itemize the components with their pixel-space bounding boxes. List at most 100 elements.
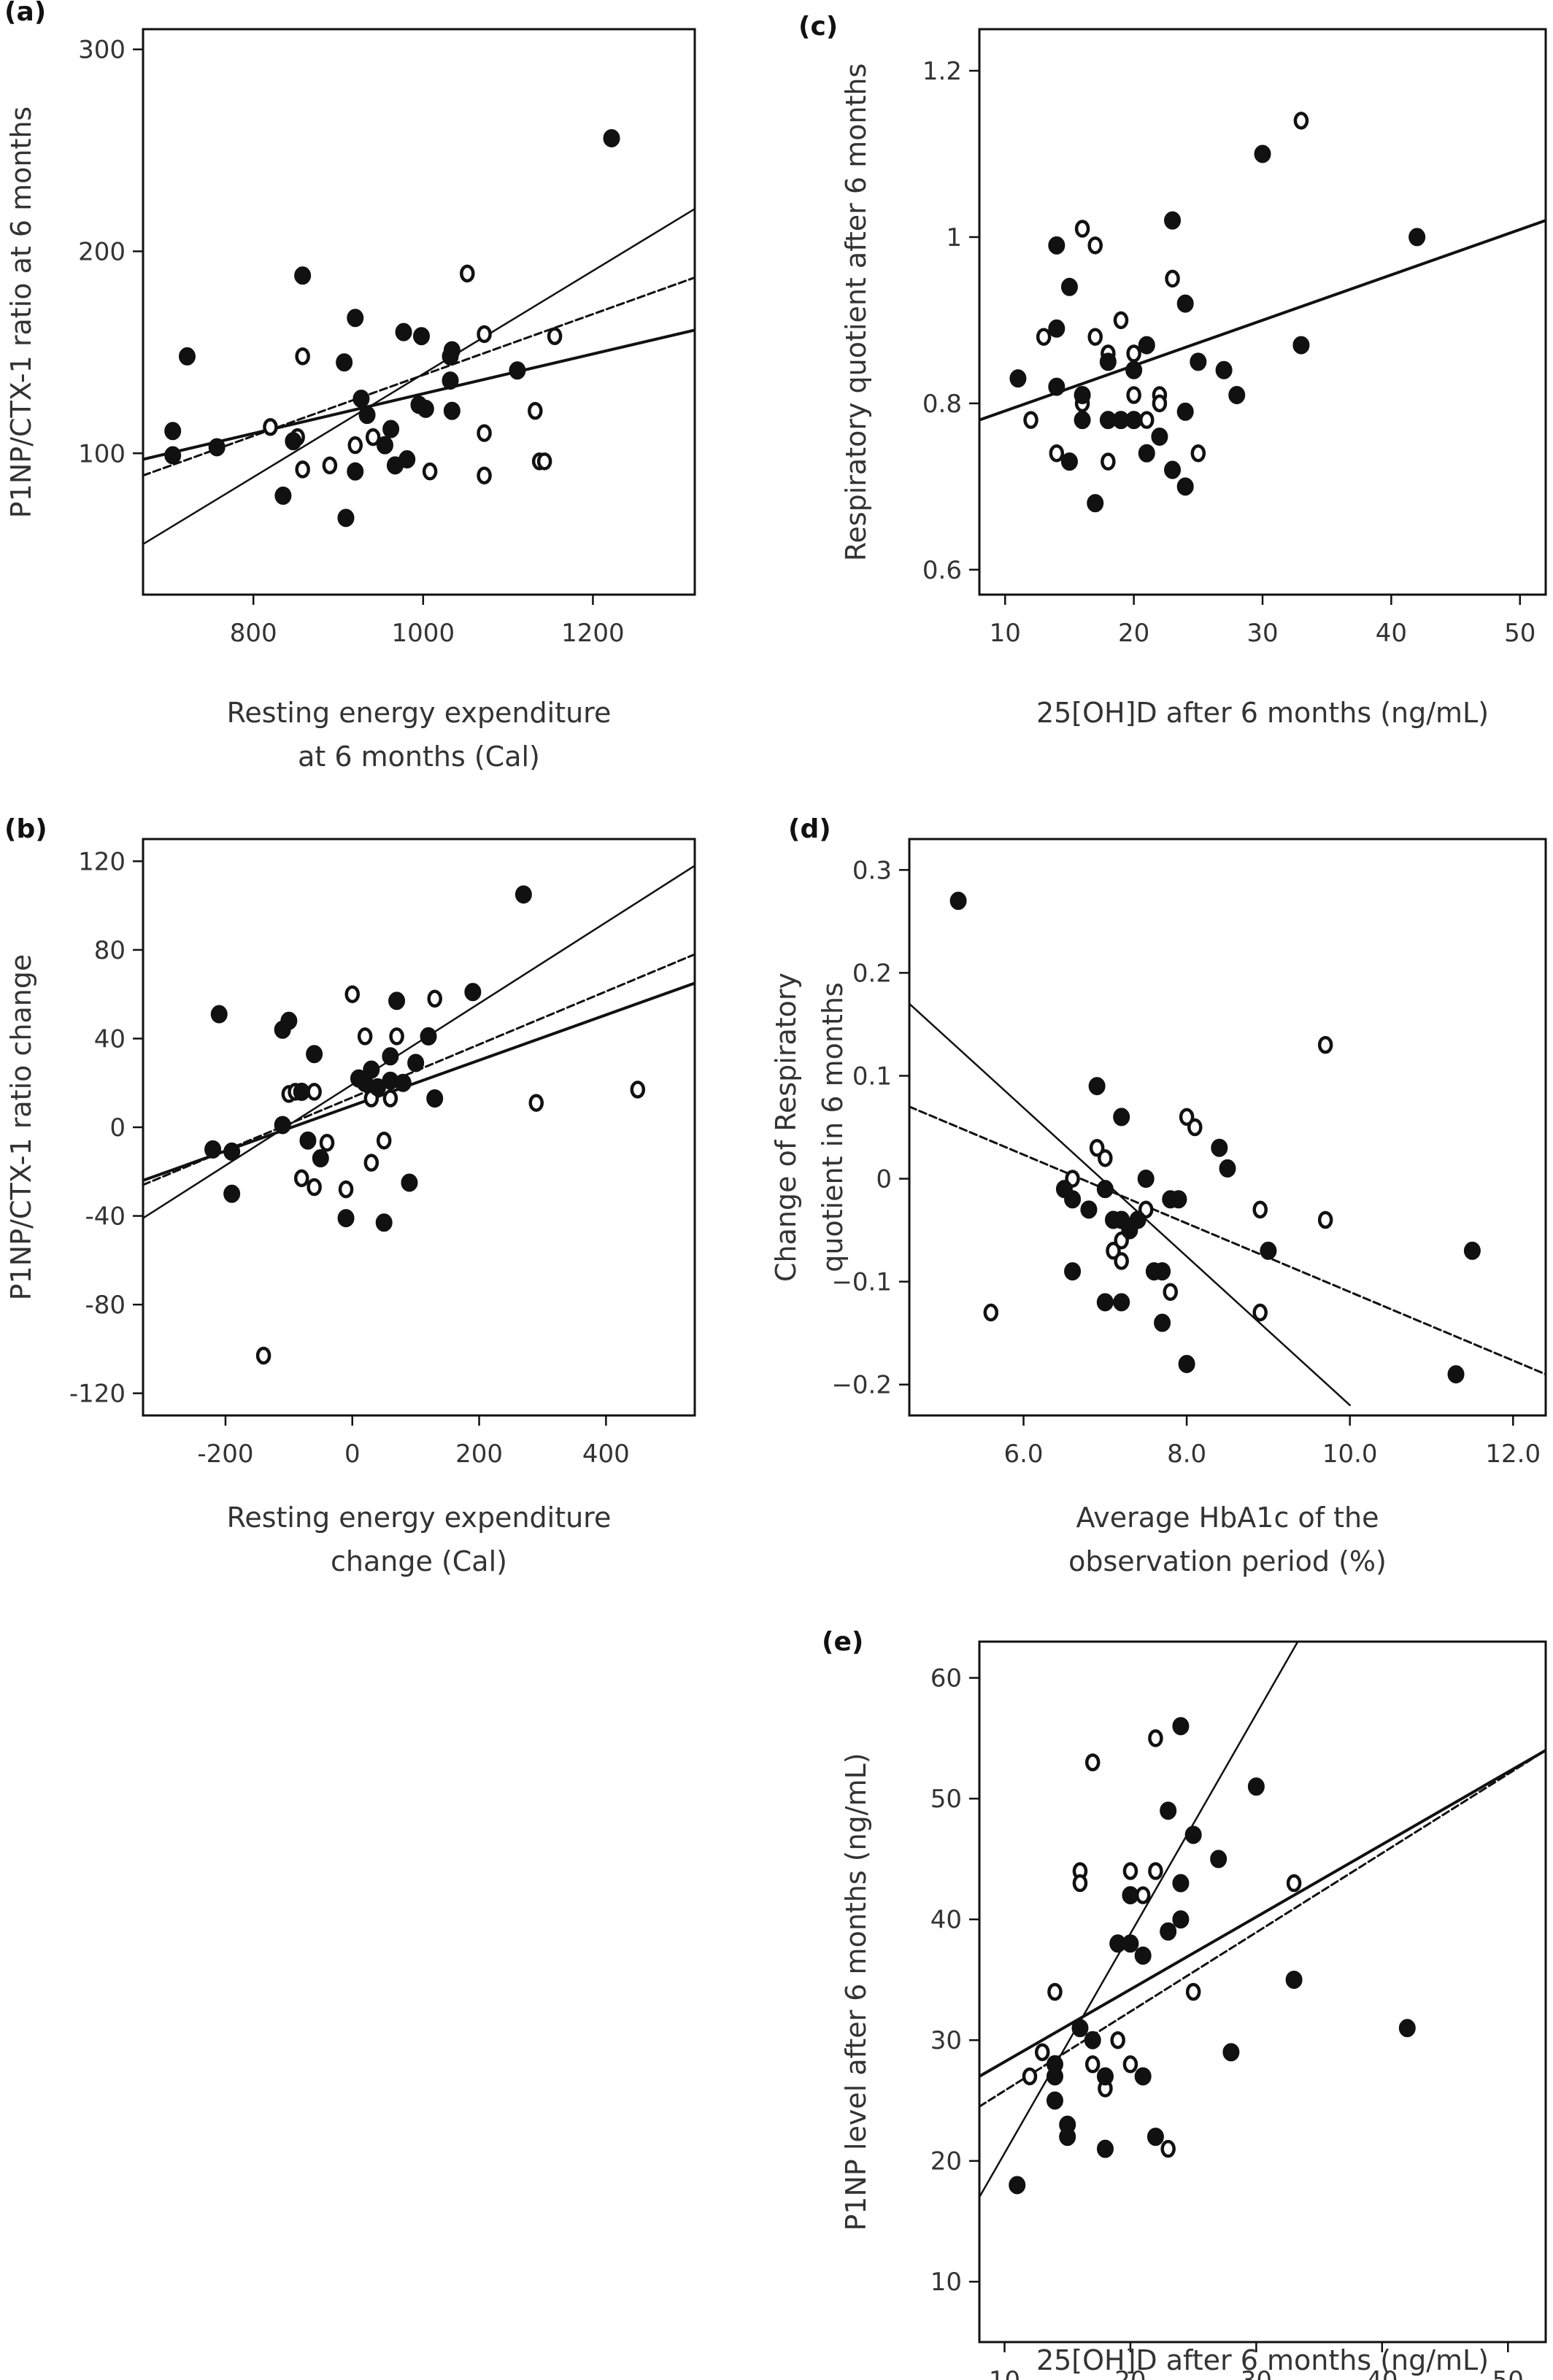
data-point-open <box>1252 1200 1268 1219</box>
data-point-filled <box>223 1184 241 1203</box>
y-tick-label: 300 <box>78 36 126 65</box>
y-tick-label: 0.8 <box>922 390 962 419</box>
data-point-filled <box>1129 1210 1147 1229</box>
data-point-filled <box>1099 352 1117 371</box>
y-axis-label-line: quotient in 6 months <box>817 982 849 1272</box>
y-axis-label: P1NP/CTX-1 ratio at 6 months <box>5 107 37 518</box>
data-point-open <box>1179 1108 1195 1127</box>
data-point-filled <box>412 327 430 346</box>
x-tick-label: 400 <box>582 1440 630 1469</box>
y-tick-label: 40 <box>94 1024 126 1054</box>
regression-lines <box>143 208 695 546</box>
data-point-filled <box>1160 1922 1177 1941</box>
data-point-open <box>1317 1210 1333 1229</box>
data-point-filled <box>1113 1293 1130 1312</box>
y-axis-label: P1NP/CTX-1 ratio change <box>5 954 37 1301</box>
data-point-filled <box>337 509 355 528</box>
data-point-filled <box>1164 460 1182 479</box>
data-point-filled <box>1447 1365 1465 1384</box>
data-point-filled <box>1228 385 1246 404</box>
data-point-filled <box>1046 2067 1063 2086</box>
data-point-filled <box>293 1082 310 1101</box>
y-axis-label-line: P1NP/CTX-1 ratio at 6 months <box>5 107 37 518</box>
data-point-filled <box>1176 477 1194 496</box>
fit-line-solid <box>909 1002 1351 1407</box>
fit-line-solid <box>979 219 1546 422</box>
data-point-filled <box>1074 385 1091 404</box>
data-point-filled <box>1125 360 1143 379</box>
data-point-filled <box>1134 2067 1152 2086</box>
x-tick-label: 50 <box>1504 619 1535 648</box>
tick-labels: 6.0 8.0 10.0 12.0 −0.2 −0.1 0 0.1 0.2 0.3 <box>831 856 1541 1469</box>
regression-lines <box>979 1642 1546 2198</box>
y-tick-label: -120 <box>69 1380 126 1409</box>
x-tick-label: 1000 <box>392 619 455 648</box>
data-point-open <box>1126 386 1141 404</box>
data-points <box>949 892 1481 1384</box>
data-point-filled <box>443 341 460 360</box>
regression-lines <box>143 865 695 1219</box>
data-point-open <box>1089 1138 1105 1157</box>
data-point-open <box>1101 452 1116 471</box>
data-point-open <box>547 327 563 345</box>
data-point-filled <box>1172 1874 1190 1893</box>
data-point-open <box>1022 2067 1038 2086</box>
data-point-filled <box>1096 1180 1114 1199</box>
tick-labels: 800 1000 1200 100 200 300 <box>78 36 625 648</box>
data-point-open <box>1190 444 1206 463</box>
x-tick-label: 20 <box>1114 2366 1146 2380</box>
x-axis-label-line: Resting energy expenditure <box>227 1502 612 1534</box>
data-point-filled <box>347 309 364 328</box>
x-tick-label: 8.0 <box>1167 1440 1206 1469</box>
x-tick-label: 10.0 <box>1322 1440 1378 1469</box>
y-tick-label: 30 <box>930 2026 962 2055</box>
plot-frame <box>978 28 1547 596</box>
data-point-filled <box>1210 1850 1228 1869</box>
data-point-filled <box>1084 2031 1101 2049</box>
data-point-open <box>1187 1118 1203 1137</box>
regression-lines <box>909 1002 1546 1407</box>
data-point-filled <box>1087 494 1104 513</box>
data-point-filled <box>1113 1108 1130 1127</box>
chart-panel-a: (a) 800 1000 1200 100 200 300 Resting energy … <box>4 0 696 773</box>
data-point-filled <box>352 390 370 409</box>
axis-ticks <box>133 48 594 605</box>
x-axis-label: 25[OH]D after 6 months (ng/mL) <box>1036 697 1489 729</box>
x-tick-label: -200 <box>197 1440 253 1469</box>
data-point-open <box>1110 2031 1125 2049</box>
data-points <box>1009 1717 1416 2195</box>
data-point-filled <box>1059 2128 1076 2147</box>
data-point-filled <box>1219 1159 1236 1178</box>
y-tick-label: 20 <box>930 2147 962 2176</box>
y-tick-label: 200 <box>78 237 126 266</box>
y-tick-label: 0 <box>109 1113 126 1143</box>
data-point-open <box>347 436 363 455</box>
data-point-filled <box>1260 1241 1277 1260</box>
data-point-open <box>376 1131 392 1150</box>
data-point-open <box>1087 236 1103 255</box>
data-point-filled <box>1064 1190 1082 1209</box>
data-point-open <box>1163 1283 1178 1301</box>
y-tick-label: 1.2 <box>922 57 962 86</box>
data-point-filled <box>312 1149 329 1168</box>
y-tick-label: 10 <box>930 2268 962 2297</box>
data-point-open <box>1122 1862 1138 1880</box>
data-point-open <box>1113 311 1129 330</box>
data-point-filled <box>306 1045 323 1064</box>
data-point-filled <box>337 1209 355 1228</box>
data-points <box>204 885 646 1365</box>
data-point-filled <box>1170 1190 1187 1209</box>
fit-line-solid <box>143 208 695 546</box>
data-point-filled <box>164 422 182 441</box>
data-point-open <box>1165 269 1180 288</box>
x-axis-label-line: observation period (%) <box>1068 1545 1387 1577</box>
data-point-filled <box>426 1089 444 1108</box>
data-point-open <box>1034 2043 1050 2062</box>
y-tick-label: 120 <box>78 847 126 876</box>
data-point-open <box>389 1027 404 1046</box>
data-point-filled <box>1048 236 1065 255</box>
data-point-open <box>1252 1303 1268 1322</box>
x-tick-label: 20 <box>1118 619 1149 648</box>
x-axis-label: Resting energy expenditure at 6 months (C… <box>227 697 612 773</box>
x-tick-label: 40 <box>1366 2366 1398 2380</box>
